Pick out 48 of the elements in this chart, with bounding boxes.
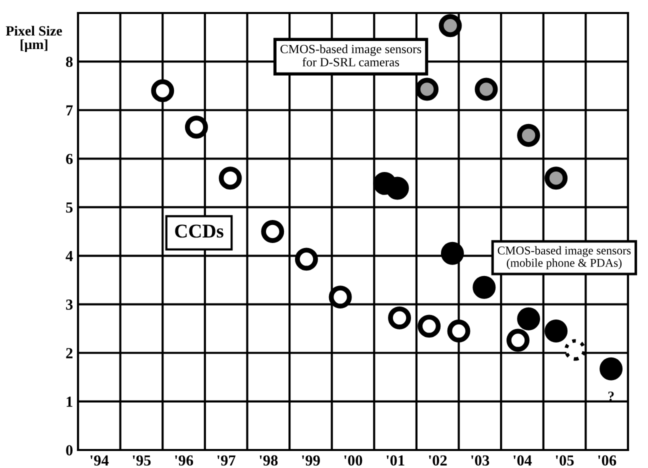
y-tick-label: 0 [66, 445, 73, 456]
point [472, 276, 496, 299]
x-tick-label: '04 [514, 455, 532, 466]
x-tick-label: '03 [471, 455, 490, 466]
y-tick-label: 1 [66, 396, 72, 407]
point [218, 166, 242, 190]
point [517, 307, 540, 330]
y-tick-label: 4 [66, 251, 73, 262]
x-tick-label: '05 [556, 455, 574, 466]
point [506, 328, 530, 352]
point [151, 79, 174, 102]
point [517, 124, 540, 147]
x-tick-label: '00 [344, 455, 362, 466]
point [600, 357, 623, 380]
y-tick-label: 8 [66, 56, 73, 68]
y-tick-label: 7 [66, 105, 73, 116]
point [544, 320, 568, 343]
point [440, 242, 464, 265]
x-tick-label: '94 [90, 455, 109, 466]
point [386, 176, 409, 200]
point [328, 286, 352, 309]
y-tick-label: 2 [66, 348, 72, 358]
y-axis-title: Pixel Size [μm] [6, 26, 62, 52]
point [388, 306, 412, 330]
point [544, 166, 568, 190]
x-tick-label: '95 [132, 455, 151, 466]
annotation: CMOS-based image sensors for D-SRL cameras [280, 44, 422, 66]
y-tick-label: 6 [66, 154, 73, 164]
annotation: CMOS-based image sensors (mobile phone & PDAs) [498, 246, 631, 270]
point [261, 220, 284, 243]
annotation: CCDs [175, 224, 224, 238]
point [294, 248, 318, 271]
point [416, 78, 439, 101]
y-tick-label: 3 [66, 300, 73, 310]
point [438, 14, 462, 38]
point [474, 78, 498, 101]
x-tick-label: '01 [386, 455, 404, 466]
point [447, 320, 470, 343]
x-tick-label: '97 [217, 455, 236, 466]
x-tick-label: '02 [429, 455, 447, 466]
x-tick-label: '06 [598, 455, 616, 466]
point [418, 314, 441, 338]
x-tick-label: '98 [260, 455, 278, 466]
annotation: ? [608, 392, 614, 401]
y-tick-label: 5 [66, 202, 73, 213]
x-tick-label: '99 [302, 455, 320, 466]
x-tick-label: '96 [175, 455, 194, 466]
point [184, 116, 208, 139]
